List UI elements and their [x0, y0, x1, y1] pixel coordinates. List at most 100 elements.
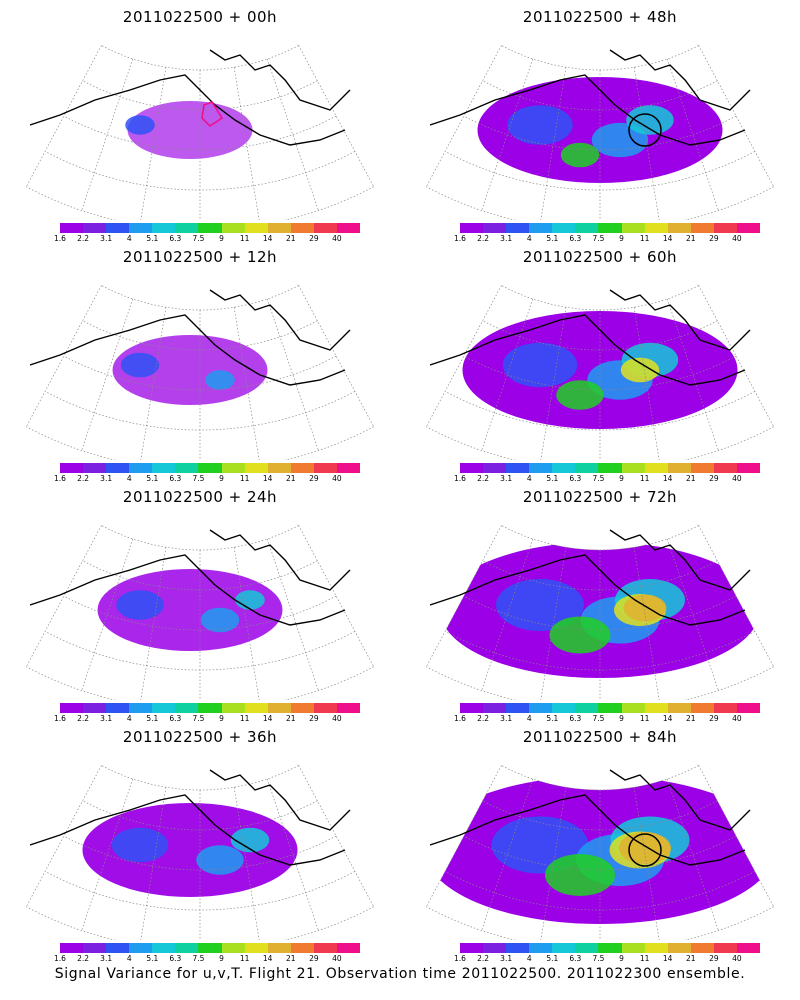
longitude-line: [540, 67, 567, 220]
colorbar-label: 2.2: [477, 714, 490, 723]
colorbar-swatch: [621, 223, 645, 233]
colorbar-label: 21: [285, 234, 296, 243]
colorbar-swatch: [644, 223, 668, 233]
colorbar-swatch: [598, 223, 622, 233]
colorbar-swatch: [175, 223, 199, 233]
panel-title: 2011022500 + 00h: [122, 8, 278, 26]
colorbar-label: 40: [332, 954, 342, 963]
colorbar-swatch: [575, 223, 599, 233]
map-projection: [25, 525, 375, 700]
colorbar-swatch: [506, 703, 530, 713]
colorbar-label: 5.1: [546, 714, 559, 723]
colorbar-label: 1.6: [454, 714, 466, 723]
variance-contour: [507, 105, 573, 145]
colorbar-label: 29: [709, 714, 719, 723]
colorbar-swatch: [713, 463, 737, 473]
colorbar-label: 3.1: [500, 954, 513, 963]
colorbar-swatch: [483, 223, 507, 233]
colorbar-label: 7.5: [592, 714, 605, 723]
colorbar-label: 40: [732, 474, 742, 483]
colorbar-label: 5.1: [546, 234, 559, 243]
variance-contour: [502, 342, 578, 388]
colorbar-swatch: [336, 463, 361, 473]
colorbar: 1.6 2.2 3.1 4 5.1 6.3 7.5 9 11 14 21 29 40: [54, 703, 361, 729]
longitude-line: [425, 765, 502, 907]
variance-contour: [205, 370, 235, 390]
colorbar-swatch: [552, 223, 576, 233]
longitude-line: [25, 285, 102, 427]
colorbar-label: 21: [685, 954, 696, 963]
colorbar-swatch: [575, 703, 599, 713]
coastline: [429, 49, 751, 146]
latitude-line: [101, 525, 299, 551]
colorbar-label: 40: [732, 954, 742, 963]
colorbar-label: 40: [332, 234, 342, 243]
coastline: [429, 289, 751, 386]
colorbar-swatch: [83, 703, 107, 713]
longitude-line: [666, 298, 719, 451]
colorbar-swatch: [529, 463, 553, 473]
latitude-line: [101, 765, 299, 791]
latitude-line: [26, 426, 374, 460]
colorbar-swatch: [713, 703, 737, 713]
longitude-line: [266, 58, 319, 211]
map-projection: [425, 765, 775, 940]
longitude-line: [540, 547, 567, 700]
colorbar-swatch: [290, 703, 314, 713]
variance-contour: [120, 352, 160, 378]
colorbar-swatch: [336, 223, 361, 233]
colorbar-swatch: [60, 703, 84, 713]
colorbar-label: 9: [619, 234, 624, 243]
colorbar-swatch: [598, 943, 622, 953]
figure-caption: Signal Variance for u,v,T. Flight 21. Ob…: [54, 966, 746, 982]
colorbar-label: 3.1: [500, 234, 513, 243]
colorbar-swatch: [267, 703, 291, 713]
longitude-line: [425, 525, 502, 667]
colorbar-swatch: [736, 463, 761, 473]
latitude-line: [501, 525, 699, 551]
colorbar-label: 14: [662, 474, 673, 483]
colorbar-swatch: [106, 943, 130, 953]
colorbar-label: 9: [619, 474, 624, 483]
colorbar-swatch: [244, 223, 268, 233]
forecast-panel: 2011022500 + 36h 1.6 2.2 3.1 4 5.1 6.3 7.5 9 11 14…: [0, 720, 400, 963]
colorbar-label: 5.1: [546, 954, 559, 963]
panel-title: 2011022500 + 24h: [122, 488, 278, 506]
colorbar-swatch: [598, 703, 622, 713]
colorbar-label: 6.3: [169, 474, 182, 483]
colorbar-label: 6.3: [169, 714, 182, 723]
colorbar-label: 14: [662, 714, 673, 723]
colorbar-label: 11: [239, 954, 250, 963]
longitude-line: [633, 787, 660, 940]
target-circle: [628, 833, 662, 867]
colorbar-swatch: [198, 223, 222, 233]
colorbar-swatch: [506, 463, 530, 473]
forecast-panel: 2011022500 + 48h 1.6 2.2 3.1 4 5.1 6.3 7.5 9 11 14…: [400, 0, 800, 243]
variance-contour: [623, 594, 667, 622]
colorbar-label: 11: [639, 714, 650, 723]
variance-contour: [200, 607, 240, 633]
colorbar-label: 11: [639, 954, 650, 963]
colorbar-swatch: [221, 463, 245, 473]
colorbar-swatch: [667, 943, 691, 953]
latitude-line: [463, 115, 737, 151]
colorbar-label: 2.2: [77, 954, 90, 963]
target-circle: [628, 113, 662, 147]
colorbar-label: 14: [662, 234, 673, 243]
variance-contour: [560, 142, 600, 168]
colorbar-swatch: [460, 223, 484, 233]
colorbar-swatch: [644, 463, 668, 473]
colorbar-label: 14: [262, 474, 273, 483]
longitude-line: [81, 58, 134, 211]
colorbar: 1.6 2.2 3.1 4 5.1 6.3 7.5 9 11 14 21 29 40: [54, 463, 361, 489]
colorbar-label: 9: [619, 714, 624, 723]
longitude-line: [233, 307, 260, 460]
colorbar-label: 29: [709, 474, 719, 483]
latitude-line: [63, 595, 337, 631]
colorbar: 1.6 2.2 3.1 4 5.1 6.3 7.5 9 11 14 21 29 40: [454, 463, 761, 489]
longitude-line: [140, 307, 167, 460]
colorbar-swatch: [690, 703, 714, 713]
colorbar-label: 29: [309, 474, 319, 483]
latitude-line: [463, 595, 737, 631]
forecast-panel: 2011022500 + 84h 1.6 2.2 3.1 4 5.1 6.3 7.5 9 11 14…: [400, 720, 800, 963]
